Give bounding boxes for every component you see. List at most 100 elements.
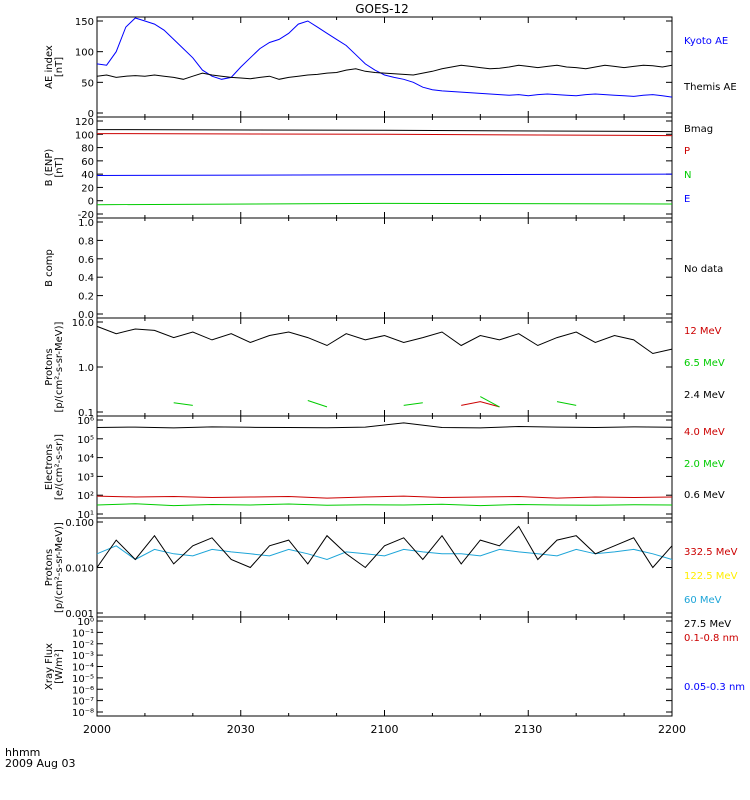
panel-frame bbox=[96, 517, 673, 618]
y-tick-label: 120 bbox=[75, 117, 94, 128]
y-axis-label: Protons bbox=[44, 348, 55, 385]
panel-6: 0.001 0.010 0.100 Protons [p/(cm²-s-sr-MeV)]… bbox=[44, 517, 738, 630]
no-data-label: No data bbox=[684, 264, 723, 275]
y-tick-label: 20 bbox=[81, 183, 94, 194]
y-tick-label: 10⁵ bbox=[77, 435, 94, 446]
y-tick-label: 0 bbox=[88, 109, 94, 120]
legend-entry: Kyoto AE bbox=[684, 36, 728, 47]
y-tick-label: 10² bbox=[77, 491, 94, 502]
series-line-n bbox=[96, 202, 673, 206]
legend-entry: Themis AE bbox=[683, 82, 737, 93]
series-line-themis-ae bbox=[96, 64, 673, 80]
y-tick-label: 1.0 bbox=[78, 363, 94, 374]
series-line-0-6-mev bbox=[96, 422, 673, 429]
panel-frame bbox=[96, 16, 673, 118]
y-axis-label: [p/(cm²-s-sr-MeV)] bbox=[54, 321, 65, 412]
legend-entry: 2.0 MeV bbox=[684, 459, 725, 470]
y-tick-label: 10⁻¹ bbox=[72, 628, 94, 639]
panel-frame bbox=[96, 217, 673, 319]
panel-1: 0 50 100 150 AE index [nT] Kyoto AE Themis AE bbox=[44, 16, 737, 120]
y-tick-label: 10⁻⁷ bbox=[72, 697, 94, 708]
series-line-27-5-mev bbox=[96, 525, 673, 569]
y-tick-label: 0.001 bbox=[65, 609, 94, 620]
y-axis-label: AE index bbox=[44, 45, 55, 89]
series-line-6-5-mev bbox=[174, 397, 672, 407]
panel-frame bbox=[96, 415, 673, 519]
legend-entry: 0.05-0.3 nm bbox=[684, 682, 745, 693]
y-tick-label: 150 bbox=[75, 17, 94, 28]
y-axis-label: B comp bbox=[44, 249, 55, 287]
legend-entry: 122.5 MeV bbox=[684, 571, 738, 582]
legend-entry: 0.6 MeV bbox=[684, 490, 725, 501]
y-axis-label: Xray Flux bbox=[44, 643, 55, 690]
x-tick-label: 2000 bbox=[83, 723, 111, 736]
legend-entry: 0.1-0.8 nm bbox=[684, 633, 739, 644]
y-tick-label: 10⁻³ bbox=[72, 651, 94, 662]
y-tick-label: 50 bbox=[81, 78, 94, 89]
legend-entry: 6.5 MeV bbox=[684, 358, 725, 369]
panel-5: 10¹ 10² 10³ 10⁴ 10⁵ 10⁶ Electrons [e/(cm²-s-sr)… bbox=[44, 415, 725, 521]
panel-2: -20 0 20 40 60 80 100 120 B (ENP) [nT] Bmag P N E bbox=[44, 116, 713, 221]
legend-entry: 332.5 MeV bbox=[684, 547, 738, 558]
y-axis-label: [nT] bbox=[54, 157, 65, 177]
y-tick-label: 0.100 bbox=[65, 518, 94, 529]
panel-frame bbox=[96, 116, 673, 219]
panel-frame bbox=[96, 317, 673, 417]
y-tick-label: -20 bbox=[78, 210, 94, 221]
y-tick-label: 10⁶ bbox=[77, 416, 94, 427]
date-label: 2009 Aug 03 bbox=[5, 757, 75, 770]
x-tick-label: 2200 bbox=[658, 723, 686, 736]
y-tick-label: 0.010 bbox=[65, 564, 94, 575]
y-tick-label: 10⁻⁶ bbox=[72, 685, 94, 696]
x-tick-label: 2100 bbox=[371, 723, 399, 736]
y-axis-label: [nT] bbox=[54, 57, 65, 77]
y-axis-label: [e/(cm²-s-sr)] bbox=[54, 434, 65, 500]
series-line-2-4-mev bbox=[96, 325, 673, 355]
figure-title: GOES-12 bbox=[355, 2, 409, 16]
y-tick-label: 10⁻⁵ bbox=[72, 674, 94, 685]
x-tick-label: 2030 bbox=[227, 723, 255, 736]
y-tick-label: 100 bbox=[75, 130, 94, 141]
series-line-bmag bbox=[96, 129, 673, 133]
y-tick-label: 0.8 bbox=[78, 236, 94, 247]
panel-3: 0.0 0.2 0.4 0.6 0.8 1.0 B comp No data bbox=[44, 217, 723, 321]
legend-entry: 12 MeV bbox=[684, 326, 722, 337]
y-tick-label: 40 bbox=[81, 170, 94, 181]
y-tick-label: 0.4 bbox=[78, 273, 94, 284]
legend-entry: 4.0 MeV bbox=[684, 427, 725, 438]
series-line-4-0-mev bbox=[96, 495, 673, 499]
series-line-p bbox=[96, 133, 673, 137]
y-tick-label: 10³ bbox=[77, 472, 94, 483]
series-line-60-mev bbox=[96, 545, 673, 561]
y-tick-label: 80 bbox=[81, 144, 94, 155]
y-tick-label: 10⁰ bbox=[77, 617, 94, 628]
series-line-kyoto-ae bbox=[96, 17, 673, 98]
legend-entry: E bbox=[684, 194, 690, 205]
y-tick-label: 10⁻² bbox=[72, 640, 94, 651]
y-axis-label: Electrons bbox=[44, 444, 55, 490]
panel-frame bbox=[96, 616, 673, 717]
series-line-12-mev bbox=[461, 402, 653, 407]
y-tick-label: 10⁴ bbox=[77, 454, 94, 465]
y-tick-label: 10⁻⁴ bbox=[72, 663, 94, 674]
y-tick-label: 10¹ bbox=[77, 510, 94, 521]
legend-entry: 27.5 MeV bbox=[684, 619, 731, 630]
legend-entry: 60 MeV bbox=[684, 595, 722, 606]
y-axis-label: Protons bbox=[44, 549, 55, 586]
legend-entry: P bbox=[684, 146, 690, 157]
time-axis-label: hhmm bbox=[5, 746, 40, 759]
y-tick-label: 0.1 bbox=[78, 408, 94, 419]
y-tick-label: 0.0 bbox=[78, 310, 94, 321]
y-axis-label: B (ENP) bbox=[44, 149, 55, 187]
y-tick-label: 10.0 bbox=[72, 318, 94, 329]
y-tick-label: 0.6 bbox=[78, 255, 94, 266]
legend-entry: Bmag bbox=[684, 124, 713, 135]
y-axis-label: [W/m²] bbox=[54, 649, 65, 684]
legend-entry: N bbox=[684, 170, 691, 181]
y-tick-label: 100 bbox=[75, 48, 94, 59]
y-tick-label: 60 bbox=[81, 157, 94, 168]
y-tick-label: 0 bbox=[88, 197, 94, 208]
